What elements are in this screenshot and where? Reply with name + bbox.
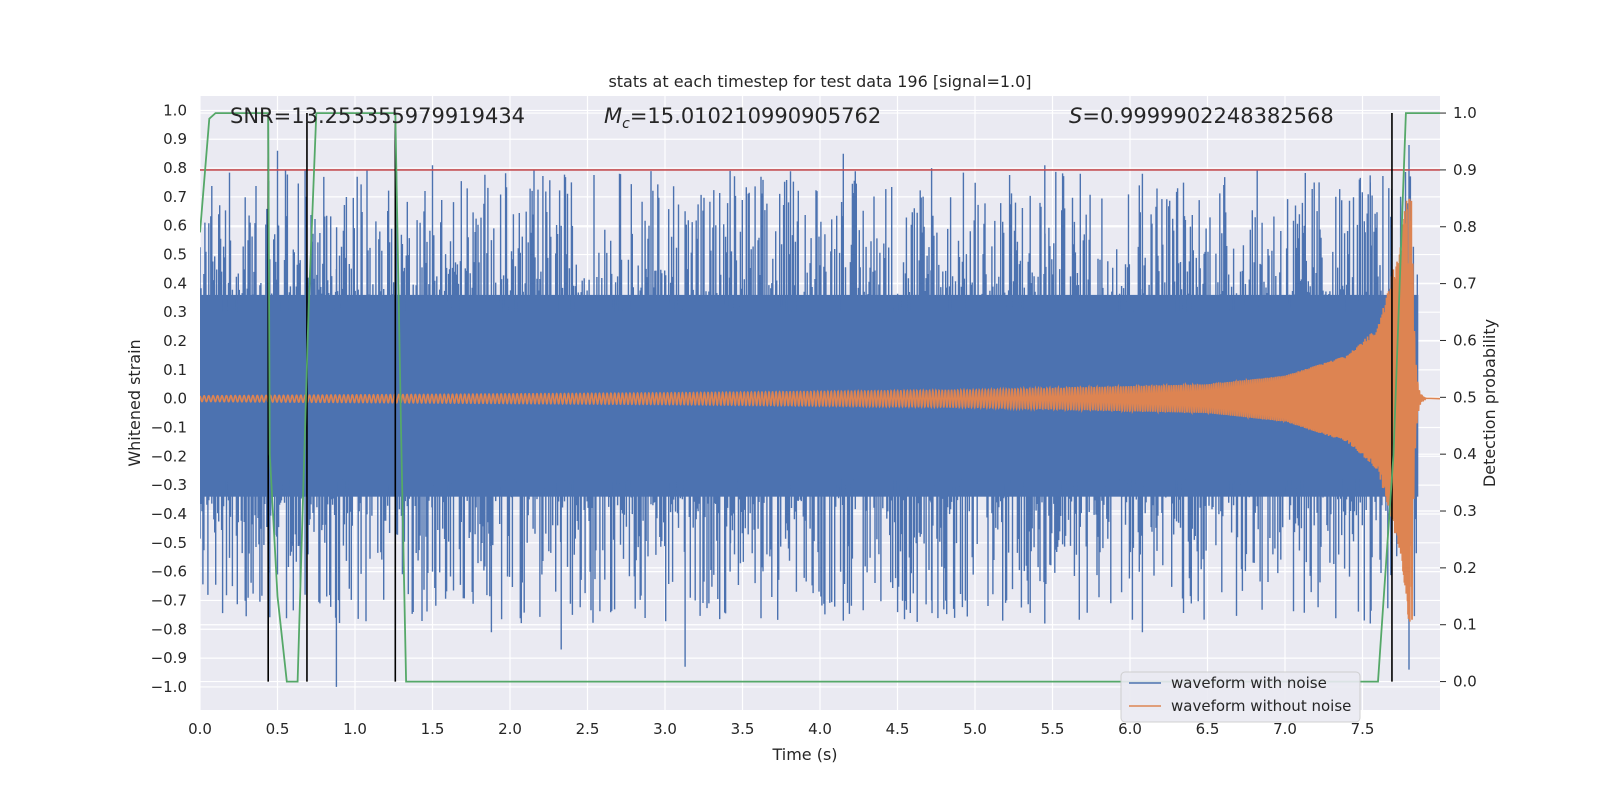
x-tick-label: 2.5	[576, 720, 600, 738]
y-tick-label: 0.5	[163, 246, 187, 264]
y-tick-label: −0.7	[151, 591, 187, 609]
legend-label-clean: waveform without noise	[1171, 697, 1351, 715]
y-tick-label: −0.3	[151, 476, 187, 494]
right-y-tick-label: 0.1	[1453, 616, 1477, 634]
x-tick-label: 2.0	[498, 720, 522, 738]
right-y-tick-label: 0.5	[1453, 388, 1477, 406]
x-tick-label: 3.5	[731, 720, 755, 738]
right-y-tick-label: 0.9	[1453, 161, 1477, 179]
y-tick-label: −0.1	[151, 419, 187, 437]
x-axis-label: Time (s)	[771, 745, 837, 764]
y-tick-label: 0.6	[163, 217, 187, 235]
x-tick-label: 4.0	[808, 720, 832, 738]
y-tick-label: 0.7	[163, 188, 187, 206]
legend-label-noise: waveform with noise	[1171, 674, 1327, 692]
x-tick-label: 7.0	[1273, 720, 1297, 738]
x-tick-label: 1.0	[343, 720, 367, 738]
x-tick-label: 7.5	[1351, 720, 1375, 738]
legend-box	[1120, 671, 1361, 723]
x-tick-label: 5.0	[963, 720, 987, 738]
right-y-tick-label: 0.8	[1453, 218, 1477, 236]
right-y-tick-label: 0.3	[1453, 502, 1477, 520]
right-y-axis-ticks: 1.0 0.9 0.8 0.7 0.6 0.5 0.4 0.3 0.2 0.1 0.0	[1440, 104, 1477, 691]
y-axis-label: Whitened strain	[125, 339, 144, 466]
y-tick-label: −0.8	[151, 620, 187, 638]
y-tick-label: 0.2	[163, 332, 187, 350]
series-waveform-without-noise	[200, 198, 1440, 622]
chirp-mass-annotation: Mc=15.010210990905762	[604, 104, 881, 132]
y-tick-label: 0.9	[163, 130, 187, 148]
x-tick-label: 1.5	[421, 720, 445, 738]
x-tick-label: 3.0	[653, 720, 677, 738]
y-tick-label: 0.0	[163, 390, 187, 408]
right-y-tick-label: 0.2	[1453, 559, 1477, 577]
x-tick-label: 6.5	[1196, 720, 1220, 738]
clean-trace	[200, 198, 1440, 622]
x-tick-label: 0.5	[266, 720, 290, 738]
x-tick-label: 4.5	[886, 720, 910, 738]
right-y-tick-label: 0.0	[1453, 673, 1477, 691]
right-y-tick-label: 0.7	[1453, 275, 1477, 293]
legend: waveform with noise waveform without noi…	[1120, 671, 1361, 723]
right-y-tick-label: 0.4	[1453, 445, 1477, 463]
y-tick-label: −0.2	[151, 447, 187, 465]
y-tick-label: −0.6	[151, 563, 187, 581]
y-tick-label: 0.1	[163, 361, 187, 379]
snr-annotation: SNR=13.253355979919434	[230, 104, 525, 128]
probability-trace	[200, 112, 1440, 683]
y-tick-label: 0.4	[163, 274, 187, 292]
y-tick-label: 0.8	[163, 159, 187, 177]
right-y-tick-label: 1.0	[1453, 104, 1477, 122]
y-tick-label: −1.0	[151, 678, 187, 696]
right-y-axis-label: Detection probability	[1480, 319, 1499, 487]
y-tick-label: −0.9	[151, 649, 187, 667]
x-axis-ticks: 0.0 0.5 1.0 1.5 2.0 2.5 3.0 3.5 4.0 4.5 5.0 5.5 6.0 6…	[188, 720, 1374, 738]
x-tick-label: 6.0	[1118, 720, 1142, 738]
chart-title: stats at each timestep for test data 196…	[608, 72, 1031, 91]
x-tick-label: 5.5	[1041, 720, 1065, 738]
y-tick-label: −0.5	[151, 534, 187, 552]
y-tick-label: 0.3	[163, 303, 187, 321]
series-detection-probability	[200, 112, 1440, 683]
y-tick-label: −0.4	[151, 505, 187, 523]
s-annotation: S=0.9999902248382568	[1069, 104, 1334, 128]
right-y-tick-label: 0.6	[1453, 331, 1477, 349]
y-tick-label: 1.0	[163, 101, 187, 119]
y-axis-ticks: 1.0 0.9 0.8 0.7 0.6 0.5 0.4 0.3 0.2 0.1 0.0 −0.1 −0.…	[151, 101, 187, 696]
x-tick-label: 0.0	[188, 720, 212, 738]
